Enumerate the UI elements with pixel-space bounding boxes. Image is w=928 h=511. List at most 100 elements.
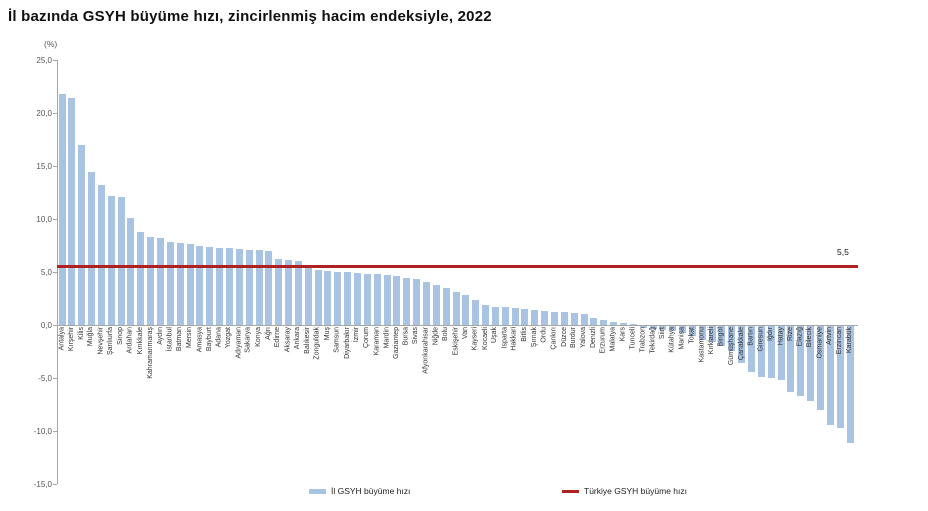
bar [846, 326, 854, 443]
bar [679, 326, 687, 334]
x-axis-label: Van [461, 327, 469, 339]
x-axis-label: Siirt [658, 327, 666, 340]
bar [728, 326, 736, 352]
x-axis-label: İstanbul [166, 327, 174, 352]
bar [344, 272, 352, 325]
bar [275, 259, 283, 325]
bar [334, 272, 342, 325]
x-axis-label: Bayburt [205, 327, 213, 352]
bar [442, 287, 450, 325]
bar [314, 269, 322, 325]
x-axis-label: Bolu [442, 327, 450, 342]
bar [511, 308, 519, 325]
legend-bar-swatch-icon [309, 488, 326, 494]
x-axis-label: Bingöl [717, 327, 725, 347]
x-axis-label: Kahramanmaraş [146, 327, 154, 379]
bar [738, 326, 746, 364]
x-axis-label: Mersin [186, 327, 194, 349]
page-title: İl bazında GSYH büyüme hızı, zincirlenmi… [8, 8, 492, 25]
bar [551, 312, 558, 325]
bar [718, 326, 726, 347]
x-axis-label: Hatay [777, 327, 785, 346]
x-axis-label: Çorum [363, 327, 371, 349]
legend-item-provinces: İl GSYH büyüme hızı [309, 486, 410, 496]
bar [186, 244, 194, 325]
x-axis-label: Şanlıurfa [107, 327, 115, 356]
x-axis-label: Çankırı [550, 327, 558, 350]
x-axis-label: Zonguldak [314, 327, 322, 360]
bar [826, 326, 834, 425]
x-axis-label: Amasya [195, 327, 203, 353]
x-axis-label: Kars [619, 327, 627, 342]
x-axis-label: Niğde [432, 327, 440, 346]
legend-provinces-label: İl GSYH büyüme hızı [331, 486, 411, 496]
y-axis-tick [53, 272, 57, 273]
bar [816, 326, 824, 410]
x-axis-label: Osmaniye [816, 327, 824, 359]
x-axis-label: Karabük [846, 327, 853, 354]
y-axis-tick-label: 15,0 [36, 161, 52, 171]
bar [748, 326, 755, 372]
bar [68, 98, 76, 325]
x-axis-label: Gaziantep [392, 327, 400, 359]
bar [619, 322, 627, 325]
x-axis-label: Muğla [87, 327, 95, 347]
bar [777, 326, 785, 381]
x-axis-label: Erzincan [836, 327, 844, 355]
bar [304, 264, 312, 325]
x-axis-label: Iğdır [767, 327, 775, 342]
x-axis-label: Samsun [333, 327, 341, 353]
bar [354, 273, 361, 325]
x-axis-label: Şırnak [530, 327, 538, 348]
bar [708, 326, 716, 342]
bar [807, 326, 815, 402]
bar [58, 93, 66, 325]
y-axis-line [57, 60, 58, 484]
bar [688, 326, 696, 336]
x-axis-label: Isparta [501, 327, 509, 349]
bar [472, 299, 480, 325]
bar [265, 250, 273, 325]
x-axis-label: Karaman [373, 327, 381, 356]
x-axis-label: Artvin [826, 327, 834, 345]
bar [452, 292, 460, 325]
bar [413, 279, 421, 325]
bar [393, 276, 401, 325]
y-axis-tick [53, 219, 57, 220]
x-axis-label: Diyarbakır [343, 327, 351, 359]
x-axis-label: Kütahya [668, 327, 676, 353]
bar [659, 326, 667, 331]
bar [600, 319, 608, 325]
x-axis-label: Afyonkarahisar [422, 327, 430, 374]
x-axis-label: Burdur [570, 327, 578, 349]
bar [698, 326, 706, 340]
legend-item-turkey: Türkiye GSYH büyüme hızı [562, 486, 687, 496]
bar [462, 295, 470, 325]
x-axis-label: Nevşehir [97, 327, 105, 355]
unit-label: (%) [44, 39, 58, 49]
x-axis-label: Kırşehir [67, 327, 75, 352]
y-axis-tick [53, 378, 57, 379]
x-axis-label: Rize [786, 327, 794, 342]
y-axis-tick-label: 25,0 [36, 55, 52, 65]
bar [403, 278, 411, 325]
x-axis-label: Uşak [491, 327, 499, 343]
x-axis-label: Balıkesir [304, 327, 312, 354]
x-axis-label: Sinop [117, 327, 125, 345]
x-axis-label: Erzurum [599, 327, 607, 354]
y-axis-tick [53, 166, 57, 167]
x-axis-label: Manisa [678, 327, 686, 350]
bar [216, 247, 224, 325]
x-axis-label: Ardahan [126, 327, 134, 354]
bar [797, 326, 805, 396]
x-axis-label: Batman [176, 327, 184, 352]
bar [373, 274, 381, 325]
x-axis-label: Mardin [383, 327, 391, 349]
bar [166, 242, 174, 325]
bar [107, 195, 115, 325]
x-axis-label: Ordu [540, 327, 548, 343]
bar [137, 231, 145, 325]
bar [245, 249, 253, 325]
bar [285, 260, 293, 325]
x-axis-label: Tunceli [629, 327, 637, 350]
